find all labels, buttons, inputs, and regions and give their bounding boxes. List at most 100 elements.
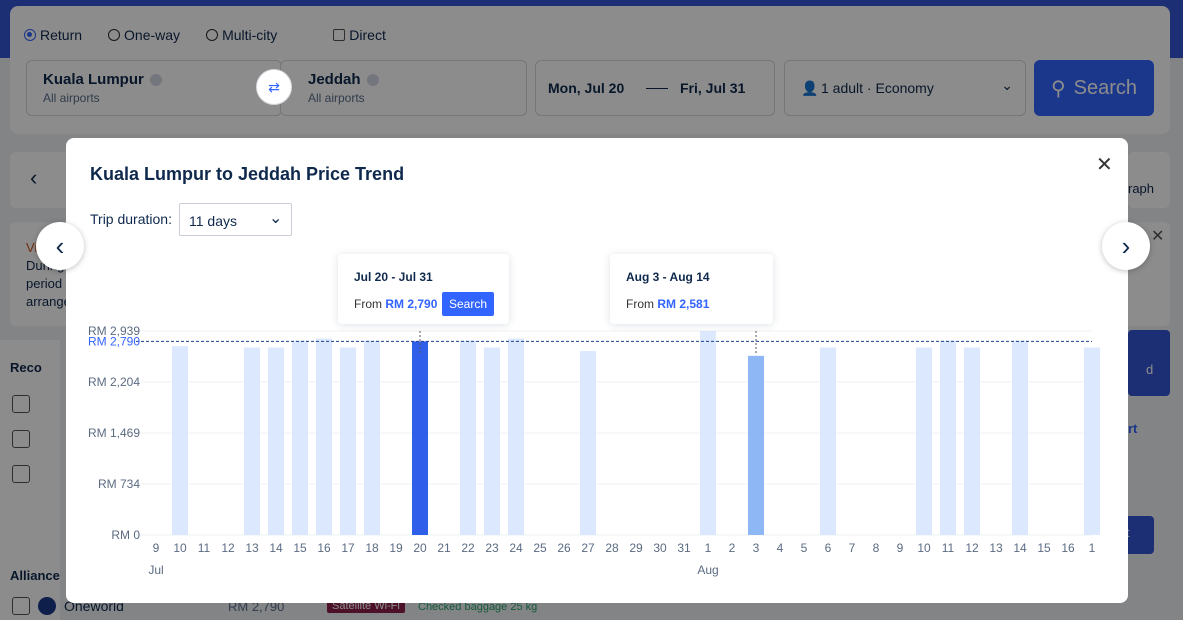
chart-prev-button[interactable]: ‹ — [36, 222, 84, 270]
x-tick-label: 12 — [221, 541, 235, 555]
side-button-2[interactable] — [1128, 516, 1154, 554]
x-tick-label: 14 — [1013, 541, 1027, 555]
side-link[interactable]: rt — [1128, 421, 1138, 436]
y-tick-label: RM 0 — [111, 528, 140, 542]
price-bar[interactable] — [340, 347, 356, 535]
price-bar[interactable] — [460, 340, 476, 535]
y-tick-label: RM 1,469 — [88, 426, 140, 440]
tooltip-dates: Aug 3 - Aug 14 — [626, 270, 710, 284]
checkbox-icon — [333, 29, 346, 41]
x-tick-label: 17 — [341, 541, 355, 555]
oneworld-logo-icon — [38, 597, 56, 615]
chevron-down-icon: ⌄ — [1001, 77, 1013, 93]
price-bar[interactable] — [364, 340, 380, 535]
price-bar[interactable] — [268, 347, 284, 535]
origin-field[interactable]: Kuala Lumpur All airports — [26, 60, 282, 116]
tooltip-dates: Jul 20 - Jul 31 — [354, 270, 433, 284]
destination-airports: All airports — [308, 91, 365, 105]
search-icon: ⚲ — [1050, 77, 1066, 100]
x-tick-label: 31 — [677, 541, 691, 555]
x-tick-label: 10 — [917, 541, 931, 555]
chart-next-button[interactable]: › — [1102, 222, 1150, 270]
filter-checkbox[interactable] — [12, 465, 30, 483]
x-tick-label: 1 — [705, 541, 712, 555]
radio-icon — [24, 29, 36, 41]
x-tick-label: 6 — [825, 541, 832, 555]
price-bar[interactable] — [484, 347, 500, 535]
trip-duration-select[interactable]: 11 days ⌄ — [179, 203, 292, 236]
x-tick-label: 11 — [198, 541, 211, 555]
selected-date-tooltip: Jul 20 - Jul 31 From RM 2,790 Search — [338, 254, 509, 324]
price-bar[interactable] — [580, 351, 596, 535]
price-bar[interactable] — [1012, 340, 1028, 535]
return-date: Fri, Jul 31 — [680, 80, 746, 96]
passengers-field[interactable]: 👤 1 adult · Economy ⌄ — [784, 60, 1026, 116]
y-tick-label: RM 2,204 — [88, 375, 140, 389]
tooltip-from-label: From — [626, 297, 654, 311]
alliance-heading: Alliance — [10, 568, 60, 583]
info-icon — [149, 74, 162, 87]
x-tick-label: 15 — [293, 541, 307, 555]
depart-date: Mon, Jul 20 — [548, 80, 625, 96]
user-icon: 👤 — [801, 80, 819, 96]
filter-checkbox[interactable] — [12, 430, 30, 448]
side-button-label: d — [1146, 362, 1154, 377]
x-tick-label: 15 — [1037, 541, 1051, 555]
price-bar[interactable] — [940, 340, 956, 535]
tooltip-search-button[interactable]: Search — [442, 292, 494, 316]
info-icon — [366, 74, 379, 87]
x-tick-label: 9 — [153, 541, 160, 555]
price-bar[interactable] — [1084, 347, 1100, 535]
price-bar[interactable] — [508, 338, 524, 535]
search-button[interactable]: ⚲ Search — [1034, 60, 1154, 116]
direct-checkbox[interactable]: Direct — [333, 27, 386, 43]
swap-cities-icon[interactable]: ⇄ — [256, 69, 292, 105]
price-bar[interactable] — [820, 347, 836, 535]
x-tick-label: 12 — [965, 541, 979, 555]
x-tick-label: 29 — [629, 541, 643, 555]
price-bar[interactable] — [748, 355, 764, 535]
y-tick-label: RM 734 — [98, 477, 140, 491]
trip-option-return[interactable]: Return — [24, 27, 82, 43]
trip-duration-value: 11 days — [189, 213, 237, 229]
dates-field[interactable]: Mon, Jul 20 Fri, Jul 31 — [535, 60, 775, 116]
back-arrow-icon[interactable]: ‹ — [30, 165, 38, 190]
x-tick-label: 26 — [557, 541, 571, 555]
x-tick-label: 22 — [461, 541, 475, 555]
x-tick-label: 19 — [389, 541, 403, 555]
radio-icon — [108, 29, 121, 41]
destination-field[interactable]: Jeddah All airports — [280, 60, 527, 116]
price-bar[interactable] — [292, 340, 308, 535]
x-tick-label: 3 — [753, 541, 760, 555]
graph-card — [1128, 152, 1170, 208]
close-icon[interactable]: ✕ — [1096, 154, 1113, 176]
x-tick-label: 4 — [777, 541, 784, 555]
price-bar[interactable] — [172, 346, 188, 535]
trip-option-multi-city[interactable]: Multi-city — [206, 27, 277, 43]
month-label: Jul — [148, 563, 163, 577]
x-tick-label: 8 — [873, 541, 880, 555]
price-bar[interactable] — [412, 341, 428, 535]
filter-checkbox[interactable] — [12, 395, 30, 413]
x-tick-label: 23 — [485, 541, 499, 555]
month-label: Aug — [697, 563, 718, 577]
price-bar[interactable] — [244, 347, 260, 535]
hover-date-tooltip: Aug 3 - Aug 14 From RM 2,581 — [610, 254, 773, 324]
x-tick-label: 1 — [1089, 541, 1096, 555]
graph-link[interactable]: raph — [1128, 181, 1155, 196]
destination-city: Jeddah — [308, 71, 361, 88]
price-bar[interactable] — [964, 347, 980, 535]
reference-line-label: RM 2,790 — [88, 334, 140, 348]
x-tick-label: 27 — [581, 541, 595, 555]
side-button[interactable] — [1128, 330, 1170, 396]
price-bar[interactable] — [700, 331, 716, 535]
x-tick-label: 7 — [849, 541, 856, 555]
close-notice-icon[interactable]: ✕ — [1151, 228, 1165, 245]
x-tick-label: 25 — [533, 541, 547, 555]
date-separator — [646, 88, 668, 89]
trip-option-one-way[interactable]: One-way — [108, 27, 180, 43]
price-bar[interactable] — [916, 347, 932, 535]
visa-line: arrange — [26, 294, 71, 309]
price-bar[interactable] — [316, 338, 332, 535]
